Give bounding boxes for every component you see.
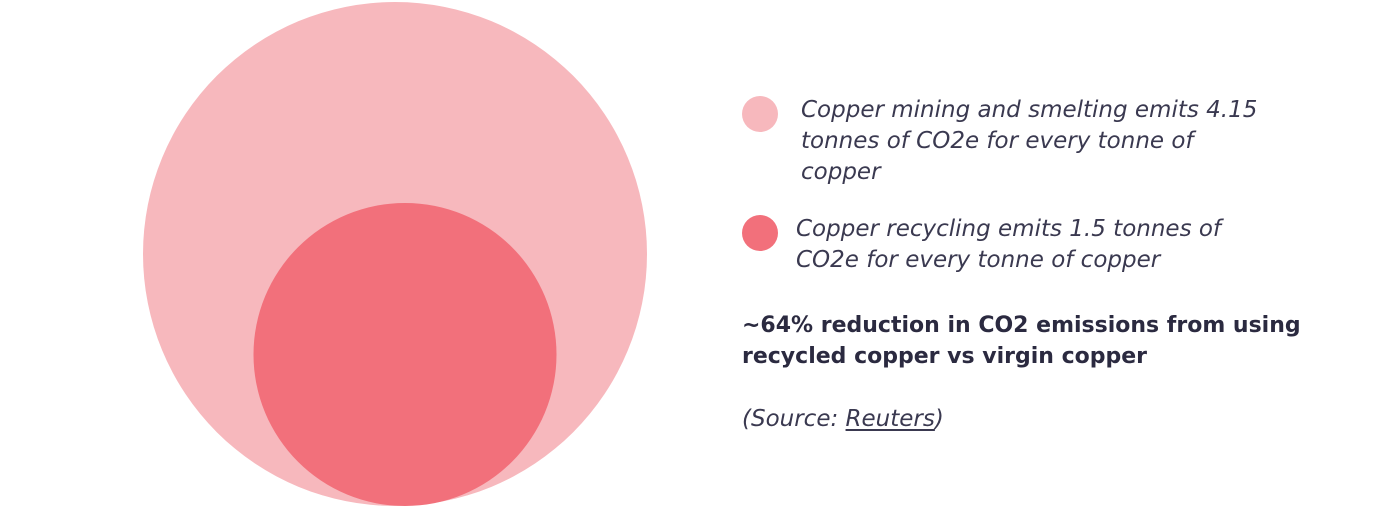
circle-recycling bbox=[253, 202, 557, 506]
legend-label-mining: Copper mining and smelting emits 4.15 to… bbox=[801, 97, 1258, 185]
source-suffix: ) bbox=[934, 406, 944, 432]
legend-swatch-recycling bbox=[742, 215, 778, 251]
legend-label-recycling: Copper recycling emits 1.5 tonnes of CO2… bbox=[796, 216, 1222, 273]
source-prefix: (Source: bbox=[742, 406, 846, 432]
source-note: (Source: Reuters) bbox=[742, 404, 1142, 435]
nested-circle-chart bbox=[143, 2, 647, 506]
reduction-summary: ~64% reduction in CO2 emissions from usi… bbox=[742, 313, 1301, 369]
legend-swatch-mining bbox=[742, 96, 778, 132]
source-link-reuters[interactable]: Reuters bbox=[845, 406, 935, 432]
